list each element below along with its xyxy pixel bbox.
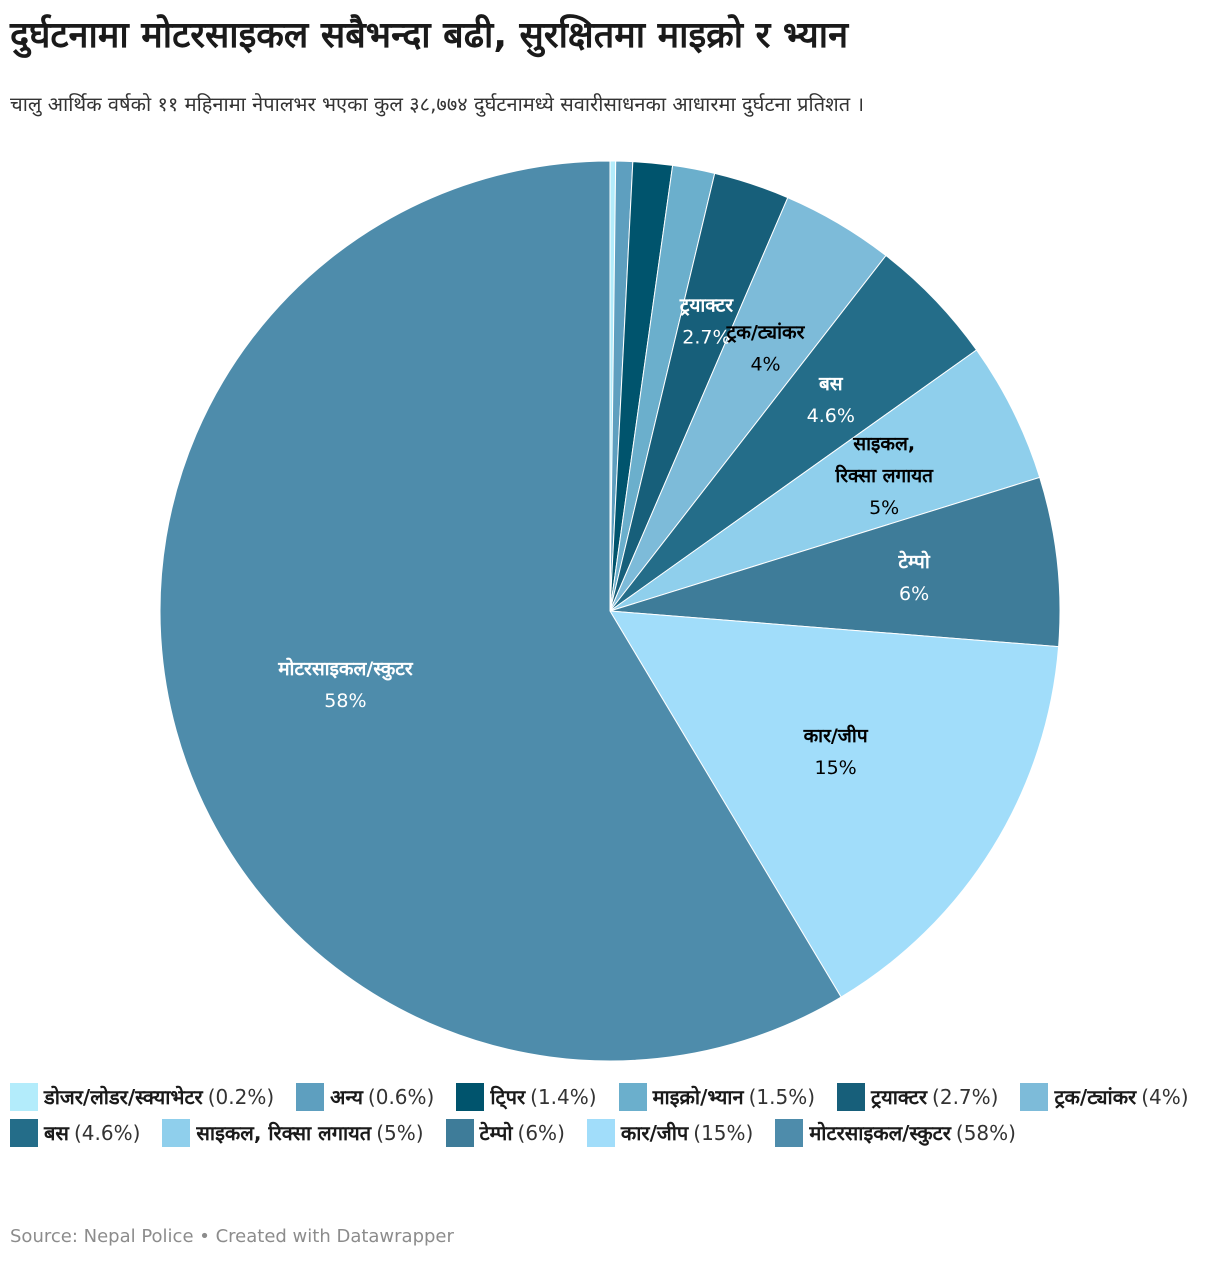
slice-label: बस 4.6% <box>807 373 855 427</box>
slice-label-value: 4.6% <box>807 405 855 427</box>
slice-label: कार/जीप 15% <box>803 724 869 779</box>
slice-label-value: 2.7% <box>682 327 730 349</box>
legend-item: डोजर/लोडर/स्क्याभेटर (0.2%) <box>10 1082 274 1112</box>
legend-swatch <box>837 1083 866 1111</box>
legend-value: (4.6%) <box>73 1121 141 1145</box>
legend-item: ट्रक/ट्यांकर (4%) <box>1020 1082 1189 1112</box>
pie-slice <box>609 610 1060 998</box>
slice-label-value: 4% <box>750 353 780 375</box>
legend-swatch <box>618 1083 647 1111</box>
slice-label-value: 6% <box>899 583 929 605</box>
legend-label: माइक्रो/भ्यान <box>652 1085 744 1109</box>
legend-value: (0.2%) <box>207 1085 275 1109</box>
legend-value: (15%) <box>693 1121 754 1145</box>
legend-value: (6%) <box>517 1121 565 1145</box>
legend-swatch <box>10 1119 38 1147</box>
legend-value: (2.7%) <box>932 1085 999 1109</box>
slice-label: साइकल, रिक्सा लगायत 5% <box>834 433 934 519</box>
legend-value: (58%) <box>955 1121 1016 1145</box>
slice-label-name: रिक्सा लगायत <box>834 464 934 487</box>
slice-label: ट्रयाक्टर 2.7% <box>679 295 734 349</box>
slice-label-name: कार/जीप <box>803 724 869 747</box>
legend-label: अन्य <box>330 1085 363 1109</box>
legend-label: टेम्पो <box>479 1121 513 1145</box>
pie-chart: ट्रयाक्टर 2.7%ट्रक/ट्यांकर 4% बस 4.6% साइकल, र… <box>159 160 1061 1062</box>
slice-label-name: टेम्पो <box>897 550 930 573</box>
legend-item: साइकल, रिक्सा लगायत (5%) <box>162 1118 424 1148</box>
chart-title: दुर्घटनामा मोटरसाइकल सबैभन्दा बढी, सुरक्… <box>10 15 849 56</box>
legend-swatch <box>162 1119 191 1147</box>
legend-swatch <box>296 1083 325 1111</box>
legend-swatch <box>10 1083 38 1111</box>
pie-slice <box>609 476 1061 648</box>
slice-label-name: बस <box>818 373 844 395</box>
slice-label: ट्रक/ट्यांकर 4% <box>726 321 806 375</box>
slice-label-value: 5% <box>869 497 899 519</box>
legend-swatch <box>456 1083 485 1111</box>
legend-label: साइकल, रिक्सा लगायत <box>196 1121 372 1145</box>
legend-label: ट्रक/ट्यांकर <box>1054 1085 1137 1109</box>
legend-value: (5%) <box>376 1121 424 1145</box>
slice-label: मोटरसाइकल/स्कुटर 58% <box>277 657 414 712</box>
slice-label-value: 58% <box>324 690 366 712</box>
slice-label-name: साइकल, <box>852 433 915 455</box>
legend-label: कार/जीप <box>620 1121 689 1145</box>
legend-item: बस (4.6%) <box>10 1118 140 1148</box>
legend-label: टि्पर <box>490 1085 526 1109</box>
legend-value: (4%) <box>1141 1085 1189 1109</box>
slice-label: टेम्पो 6% <box>897 550 930 605</box>
pie-slices <box>159 160 1061 1062</box>
slice-label-name: ट्रक/ट्यांकर <box>726 321 806 343</box>
chart-legend: डोजर/लोडर/स्क्याभेटर (0.2%) अन्य (0.6%) टि्प… <box>10 1082 1210 1148</box>
legend-label: ट्रयाक्टर <box>871 1085 928 1109</box>
slice-label-value: 15% <box>814 757 856 779</box>
legend-label: डोजर/लोडर/स्क्याभेटर <box>44 1085 203 1109</box>
slice-label-name: मोटरसाइकल/स्कुटर <box>277 657 414 681</box>
legend-value: (1.4%) <box>530 1085 597 1109</box>
legend-item: मोटरसाइकल/स्कुटर (58%) <box>775 1118 1016 1148</box>
legend-item: टि्पर (1.4%) <box>456 1082 597 1112</box>
legend-item: अन्य (0.6%) <box>296 1082 434 1112</box>
legend-item: कार/जीप (15%) <box>586 1118 754 1148</box>
legend-value: (1.5%) <box>748 1085 816 1109</box>
legend-item: टेम्पो (6%) <box>445 1118 565 1148</box>
legend-swatch <box>445 1119 474 1147</box>
legend-item: माइक्रो/भ्यान (1.5%) <box>618 1082 816 1112</box>
legend-item: ट्रयाक्टर (2.7%) <box>837 1082 998 1112</box>
source-footer: Source: Nepal Police • Created with Data… <box>10 1226 454 1247</box>
legend-value: (0.6%) <box>367 1085 435 1109</box>
pie-slice <box>609 349 1041 612</box>
slice-label-name: ट्रयाक्टर <box>679 295 734 317</box>
legend-label: बस <box>44 1121 69 1145</box>
legend-swatch <box>1020 1083 1049 1111</box>
pie-labels: ट्रयाक्टर 2.7%ट्रक/ट्यांकर 4% बस 4.6% साइकल, र… <box>277 295 934 779</box>
pie-slice <box>159 160 842 1062</box>
legend-swatch <box>586 1119 615 1147</box>
legend-swatch <box>775 1119 804 1147</box>
legend-label: मोटरसाइकल/स्कुटर <box>809 1121 951 1145</box>
chart-subtitle: चालु आर्थिक वर्षको ११ महिनामा नेपालभर भए… <box>10 92 865 116</box>
